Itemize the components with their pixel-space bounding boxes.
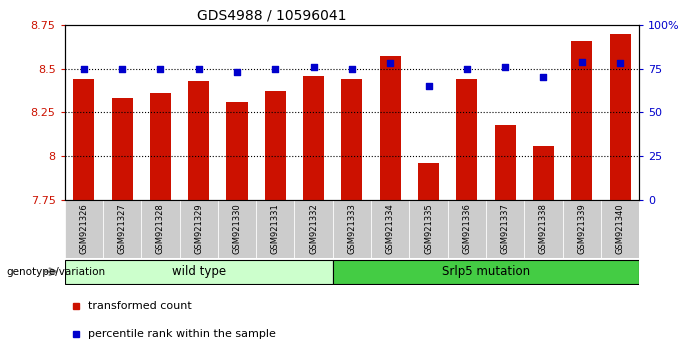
Point: [423, 83, 434, 89]
Text: GSM921330: GSM921330: [233, 203, 241, 254]
Text: GSM921334: GSM921334: [386, 203, 394, 254]
Text: transformed count: transformed count: [88, 301, 191, 311]
FancyBboxPatch shape: [294, 200, 333, 258]
FancyBboxPatch shape: [141, 200, 180, 258]
Text: percentile rank within the sample: percentile rank within the sample: [88, 330, 275, 339]
FancyBboxPatch shape: [601, 200, 639, 258]
Bar: [303, 76, 324, 200]
FancyBboxPatch shape: [333, 260, 639, 284]
Point: [155, 66, 166, 72]
Text: GSM921340: GSM921340: [615, 203, 624, 253]
Bar: [609, 34, 630, 200]
Point: [576, 59, 587, 64]
FancyBboxPatch shape: [333, 200, 371, 258]
Bar: [533, 146, 554, 200]
Point: [615, 61, 626, 66]
FancyBboxPatch shape: [256, 200, 294, 258]
Point: [270, 66, 281, 72]
Text: GSM921338: GSM921338: [539, 203, 548, 254]
FancyBboxPatch shape: [524, 200, 562, 258]
FancyBboxPatch shape: [447, 200, 486, 258]
Point: [193, 66, 204, 72]
Text: GSM921333: GSM921333: [347, 203, 356, 254]
Text: GSM921331: GSM921331: [271, 203, 279, 254]
Bar: [188, 81, 209, 200]
Point: [78, 66, 89, 72]
Bar: [379, 56, 401, 200]
Bar: [265, 91, 286, 200]
Point: [231, 69, 242, 75]
Text: genotype/variation: genotype/variation: [7, 267, 106, 276]
Text: GDS4988 / 10596041: GDS4988 / 10596041: [197, 9, 347, 23]
Text: GSM921328: GSM921328: [156, 203, 165, 254]
Bar: [341, 79, 362, 200]
Text: GSM921329: GSM921329: [194, 203, 203, 253]
Point: [385, 61, 396, 66]
Text: GSM921332: GSM921332: [309, 203, 318, 254]
Point: [500, 64, 511, 70]
Bar: [150, 93, 171, 200]
Text: GSM921336: GSM921336: [462, 203, 471, 254]
Text: GSM921337: GSM921337: [500, 203, 509, 254]
Point: [308, 64, 319, 70]
Bar: [418, 163, 439, 200]
FancyBboxPatch shape: [65, 260, 333, 284]
Point: [117, 66, 128, 72]
Point: [346, 66, 357, 72]
Point: [461, 66, 472, 72]
FancyBboxPatch shape: [65, 200, 103, 258]
Bar: [456, 79, 477, 200]
Bar: [226, 102, 248, 200]
Text: wild type: wild type: [171, 265, 226, 278]
FancyBboxPatch shape: [103, 200, 141, 258]
Text: GSM921327: GSM921327: [118, 203, 126, 254]
Bar: [571, 41, 592, 200]
FancyBboxPatch shape: [180, 200, 218, 258]
FancyBboxPatch shape: [371, 200, 409, 258]
Bar: [73, 79, 95, 200]
Point: [538, 75, 549, 80]
FancyBboxPatch shape: [562, 200, 601, 258]
FancyBboxPatch shape: [218, 200, 256, 258]
Text: GSM921326: GSM921326: [80, 203, 88, 254]
FancyBboxPatch shape: [409, 200, 447, 258]
Text: GSM921339: GSM921339: [577, 203, 586, 254]
Bar: [112, 98, 133, 200]
Bar: [494, 125, 515, 200]
FancyBboxPatch shape: [486, 200, 524, 258]
Text: GSM921335: GSM921335: [424, 203, 433, 254]
Text: Srlp5 mutation: Srlp5 mutation: [442, 265, 530, 278]
